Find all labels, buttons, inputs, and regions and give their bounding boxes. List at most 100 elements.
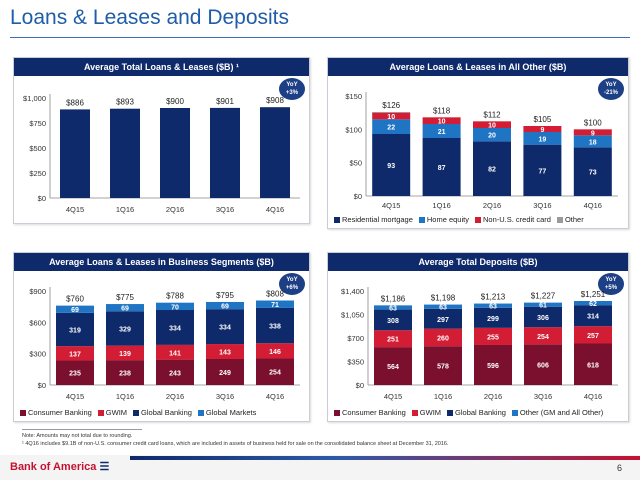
y-tick-label: $350: [347, 358, 364, 367]
yoy-badge-label: YoY: [286, 277, 298, 283]
bar-segment: [422, 117, 461, 124]
data-label: 63: [439, 305, 447, 312]
data-label: 299: [487, 316, 499, 323]
legend-swatch: [411, 410, 418, 417]
yoy-badge: YoY +6%: [279, 273, 305, 295]
chart-svg: $0 $250 $500 $750 $1,000 $886 4Q15 $893 1Q16 $900…: [23, 94, 300, 214]
x-tick-label: 1Q16: [432, 201, 450, 210]
bar-segment: [60, 109, 90, 198]
y-tick-label: $0: [356, 381, 364, 390]
x-tick-label: 4Q15: [66, 205, 84, 214]
y-tick-label: $1,000: [23, 94, 46, 103]
bar-segment: [573, 147, 612, 196]
bar-segment: [524, 302, 562, 307]
data-label: 249: [219, 370, 231, 377]
yoy-badge-label: YoY: [286, 82, 298, 88]
total-label: $1,198: [431, 294, 456, 303]
x-tick-label: 4Q15: [384, 392, 402, 401]
total-label: $1,251: [581, 290, 606, 299]
data-label: 306: [537, 315, 549, 322]
legend-item: Consumer Banking: [20, 408, 92, 417]
total-label: $100: [584, 118, 602, 127]
y-tick-label: $900: [29, 287, 46, 296]
chart-legend: Consumer Banking GWIM Global Banking Other …: [334, 408, 609, 417]
data-label: 18: [589, 139, 597, 146]
bar-segment: [474, 327, 512, 345]
legend-label: Consumer Banking: [342, 408, 406, 417]
bar-segment: [574, 301, 612, 306]
page-title: Loans & Leases and Deposits: [10, 6, 290, 29]
bar-segment: [524, 306, 562, 328]
data-label: 146: [269, 349, 281, 356]
bar-segment: [106, 360, 144, 385]
y-tick-label: $600: [29, 318, 46, 327]
legend-swatch: [334, 217, 340, 224]
yoy-badge-value: +6%: [285, 285, 299, 291]
chart-panel-segments: Average Loans & Leases in Business Segme…: [13, 252, 310, 422]
data-label: 141: [169, 350, 181, 357]
total-label: $893: [116, 98, 134, 107]
bar-segment: [374, 347, 412, 385]
data-label: 257: [587, 333, 599, 340]
notes-rule: [22, 429, 142, 430]
total-label: $886: [66, 98, 84, 107]
x-tick-label: 4Q15: [382, 201, 400, 210]
data-label: 137: [69, 351, 81, 358]
x-tick-label: 3Q16: [533, 201, 551, 210]
legend-item: Consumer Banking: [334, 408, 406, 417]
data-label: 254: [537, 334, 549, 341]
bar-segment: [524, 344, 562, 385]
bar-segment: [374, 305, 412, 310]
x-tick-label: 4Q16: [266, 205, 284, 214]
chart-panel-total-loans: Average Total Loans & Leases ($B) ¹ YoY …: [13, 57, 310, 224]
data-label: 9: [540, 127, 544, 134]
legend-swatch: [418, 217, 425, 224]
bar-segment: [574, 305, 612, 327]
chart-legend: Consumer Banking GWIM Global Banking Global…: [20, 408, 262, 417]
total-label: $760: [66, 295, 84, 304]
legend-item: Other (GM and All Other): [511, 408, 604, 417]
legend-swatch: [474, 217, 481, 224]
total-label: $808: [266, 290, 284, 299]
bar-segment: [424, 346, 462, 385]
bar-segment: [56, 312, 94, 347]
legend-label: Global Banking: [455, 408, 506, 417]
legend-swatch: [133, 410, 140, 417]
bar-segment: [474, 303, 512, 308]
bar-segment: [210, 107, 240, 198]
bar-segment: [256, 307, 294, 344]
x-tick-label: 1Q16: [116, 205, 134, 214]
bar-segment: [206, 358, 244, 385]
data-label: 596: [487, 363, 499, 370]
total-label: $795: [216, 291, 234, 300]
chart-title: Average Total Deposits ($B): [328, 253, 628, 271]
title-rule: [10, 37, 630, 38]
x-tick-label: 3Q16: [216, 205, 234, 214]
logo-text: Bank of America: [10, 461, 97, 473]
data-label: 308: [387, 318, 399, 325]
bar-segment: [256, 358, 294, 385]
legend-label: Global Markets: [205, 408, 257, 417]
legend-item: Non-U.S. credit card: [474, 215, 551, 224]
yoy-badge-value: +3%: [285, 90, 299, 96]
data-label: 63: [389, 305, 397, 312]
company-logo: Bank of America ☰: [10, 460, 109, 473]
bar-segment: [574, 343, 612, 385]
total-label: $788: [166, 292, 184, 301]
legend-swatch: [197, 410, 204, 417]
legend-swatch: [97, 410, 104, 417]
bar-segment: [106, 304, 144, 312]
legend-swatch: [511, 410, 518, 417]
bar-segment: [206, 301, 244, 310]
legend-label: Other (GM and All Other): [519, 408, 604, 417]
total-label: $775: [116, 293, 134, 302]
yoy-badge-label: YoY: [605, 277, 617, 283]
data-label: 338: [269, 324, 281, 331]
bar-segment: [106, 345, 144, 361]
data-label: 260: [437, 335, 449, 342]
data-label: 61: [539, 303, 547, 310]
data-label: 578: [437, 364, 449, 371]
data-label: 10: [438, 119, 446, 126]
bar-segment: [156, 359, 194, 385]
footnote: Note: Amounts may not total due to round…: [22, 433, 133, 439]
